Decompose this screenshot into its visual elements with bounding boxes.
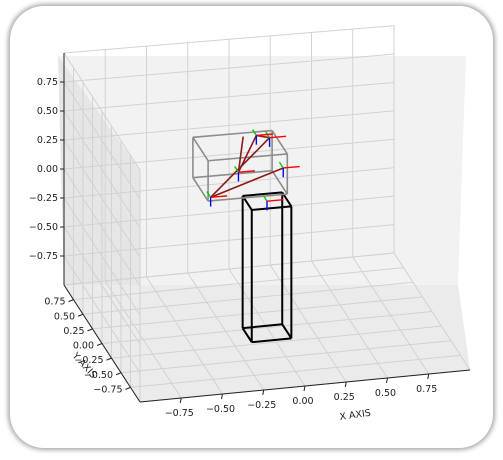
y-tick-label: −0.25	[74, 355, 103, 366]
x-tick-label: 0.50	[375, 388, 396, 399]
grid-line	[63, 53, 395, 83]
y-tick-mark	[125, 386, 131, 390]
frame-x-marker	[266, 199, 284, 202]
y-tick-label: −0.75	[93, 384, 122, 395]
tick-labels: 0.75 0.50 0.25 0.00 −0.25 −0.50 −0.75 0.75 0.50 0…	[29, 77, 437, 419]
z-tick-label: 0.00	[37, 164, 58, 175]
x-tick-label: −0.25	[247, 400, 276, 411]
grid-line	[63, 110, 395, 141]
box-edge	[192, 177, 209, 202]
frame-x-marker	[269, 135, 287, 139]
frame-x-marker	[210, 195, 228, 199]
grid-line	[63, 81, 395, 112]
z-tick-label: −0.75	[29, 251, 58, 262]
x-tick-label: 0.00	[292, 396, 313, 407]
y-tick-mark	[68, 299, 74, 303]
box-edge	[251, 337, 292, 344]
frame-y-marker	[251, 129, 257, 136]
x-tick-label: 0.25	[334, 392, 355, 403]
z-tick-label: −0.25	[29, 193, 58, 204]
link-segment	[237, 136, 244, 173]
x-tick-mark	[221, 393, 223, 400]
x-tick-mark	[344, 381, 347, 388]
y-tick-mark	[87, 328, 93, 332]
grid-line	[63, 52, 141, 171]
grid-line	[82, 281, 414, 315]
frame-y-marker	[206, 191, 212, 198]
y-tick-label: 0.50	[54, 311, 75, 322]
y-tick-mark	[106, 357, 112, 361]
z-tick-label: 0.25	[37, 135, 58, 146]
grid-line	[101, 311, 433, 344]
grid-line	[311, 260, 388, 379]
z-tick-label: 0.50	[37, 106, 58, 117]
grid-line	[63, 168, 141, 287]
x-tick-label: 0.75	[416, 384, 437, 395]
y-tick-label: 0.75	[44, 297, 65, 308]
box-edge	[251, 205, 292, 211]
y-tick-mark	[115, 372, 122, 376]
box-edge	[208, 153, 288, 162]
box-edge	[271, 130, 288, 155]
grid-line	[63, 139, 141, 258]
frame-x-marker	[256, 133, 273, 137]
grid-line	[63, 25, 395, 54]
chart-frame: 0.75 0.50 0.25 0.00 −0.25 −0.50 −0.75 0.75 0.50 0…	[10, 6, 493, 448]
frame-y-marker	[278, 161, 284, 169]
3d-plot[interactable]: 0.75 0.50 0.25 0.00 −0.25 −0.50 −0.75 0.75 0.50 0…	[10, 6, 493, 448]
grid-line	[393, 252, 471, 371]
y-tick-label: 0.00	[73, 341, 94, 352]
x-tick-mark	[179, 397, 182, 404]
frame-y-marker	[234, 166, 240, 173]
frame-y-marker	[262, 194, 268, 202]
y-tick-label: −0.50	[84, 370, 113, 381]
y-tick-mark	[96, 343, 103, 346]
grid-line	[63, 138, 395, 170]
grid-line	[63, 110, 141, 229]
x-tick-label: −0.75	[165, 408, 194, 419]
y-tick-label: 0.25	[63, 326, 84, 337]
x-tick-mark	[262, 389, 265, 396]
z-tick-label: 0.75	[37, 77, 58, 88]
link-segment	[237, 135, 258, 173]
grid-line	[73, 267, 404, 301]
y-tick-mark	[77, 313, 84, 317]
box-edge	[192, 129, 273, 139]
wireframe-objects	[192, 129, 300, 344]
grid-line	[92, 296, 423, 330]
box-edge	[208, 193, 288, 202]
grid-line	[352, 256, 430, 375]
x-tick-mark	[303, 385, 306, 392]
x-tick-mark	[427, 373, 430, 380]
box-edge	[241, 327, 253, 343]
frame-x-marker	[238, 170, 256, 173]
x-tick-label: −0.50	[206, 404, 235, 415]
box-edge	[242, 191, 283, 197]
box-edge	[281, 323, 293, 339]
grid-line	[63, 81, 141, 200]
grid-line	[63, 252, 395, 286]
frame-x-marker	[283, 165, 300, 169]
box-edge	[242, 323, 283, 330]
x-axis-label: X AXIS	[339, 408, 372, 423]
box-edge	[271, 170, 288, 195]
x-tick-mark	[386, 377, 388, 384]
z-tick-label: −0.50	[29, 222, 58, 233]
box-edge	[192, 136, 209, 162]
link-segment	[210, 167, 284, 199]
